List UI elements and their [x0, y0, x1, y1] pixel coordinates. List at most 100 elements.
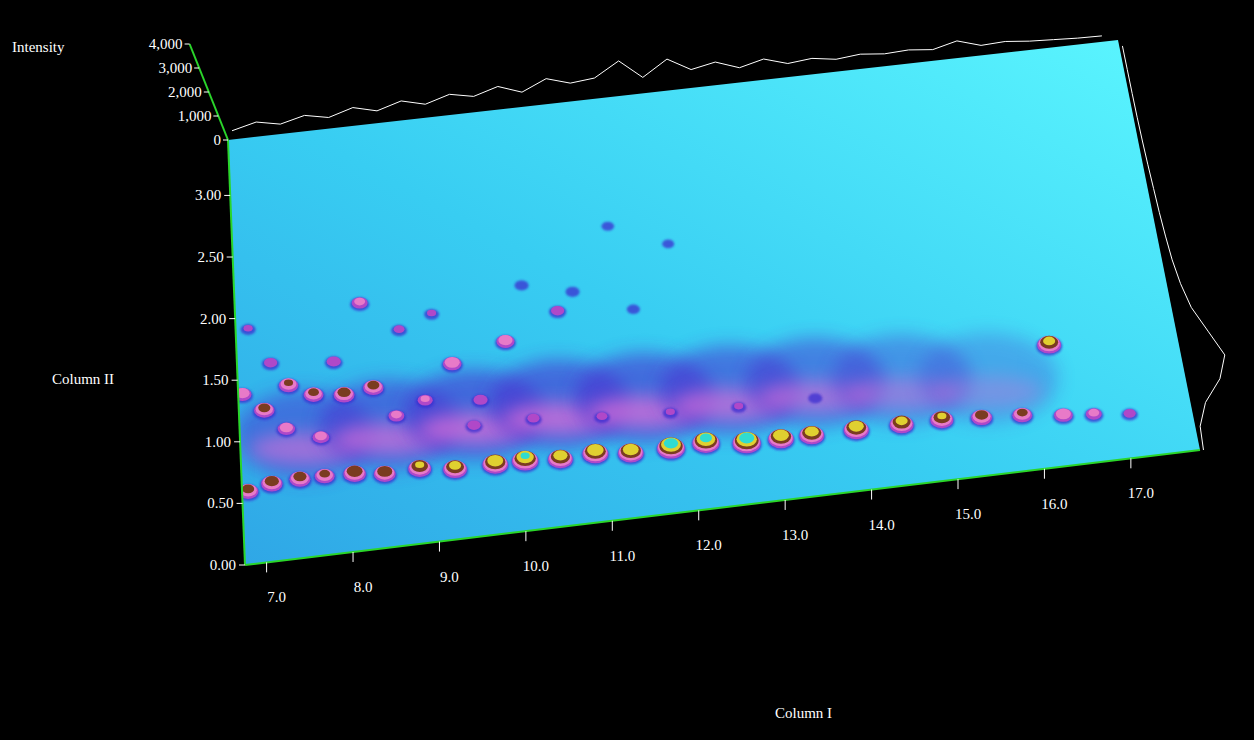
y-tick: [232, 380, 238, 381]
z-tick-label: 2,000: [168, 84, 202, 100]
peak: [1011, 408, 1033, 425]
peak: [232, 388, 253, 403]
y-tick: [239, 565, 245, 566]
y-tick-label: 3.00: [195, 187, 221, 203]
x-axis-line: [245, 450, 1200, 565]
y-tick-label: 1.50: [202, 372, 228, 388]
peak: [311, 431, 331, 445]
peak: [514, 280, 528, 290]
peak: [627, 305, 640, 315]
peak: [313, 469, 335, 486]
peak: [373, 466, 397, 484]
x-tick-label: 13.0: [782, 527, 808, 543]
peak: [767, 429, 795, 450]
peak: [656, 437, 686, 460]
background: [0, 0, 1254, 740]
y-tick: [224, 195, 230, 196]
y-tick-label: 2.00: [200, 311, 226, 327]
y-tick-label: 0.50: [207, 495, 233, 511]
x-tick: [871, 490, 872, 500]
x-axis-title: Column I: [775, 705, 832, 721]
x-tick: [612, 521, 613, 531]
x-tick-label: 15.0: [955, 506, 981, 522]
peak: [1036, 336, 1062, 356]
peak: [387, 410, 406, 424]
x-tick-label: 14.0: [868, 517, 894, 533]
x-tick: [785, 500, 786, 510]
peak: [276, 423, 296, 438]
peak: [511, 451, 539, 473]
peak: [407, 460, 432, 479]
y-tick-label: 2.50: [197, 249, 223, 265]
plot-face: [228, 40, 1200, 565]
z-tick: [194, 68, 199, 69]
x-tick-label: 12.0: [696, 537, 722, 553]
peak: [1084, 408, 1103, 422]
peak: [691, 432, 720, 454]
peak: [495, 335, 516, 350]
peak: [663, 408, 678, 419]
peak: [332, 387, 355, 404]
peak: [342, 465, 367, 484]
z-tick-label: 1,000: [178, 108, 212, 124]
z-tick: [185, 44, 190, 45]
peak: [617, 443, 645, 464]
peak: [889, 416, 915, 436]
peak: [662, 240, 674, 249]
peak: [416, 395, 435, 408]
peak: [481, 455, 509, 476]
y-tick: [237, 503, 243, 504]
x-tick-label: 17.0: [1128, 485, 1154, 501]
z-tick: [213, 116, 218, 117]
x-tick-label: 16.0: [1041, 496, 1067, 512]
y-tick-label: 0.00: [210, 557, 236, 573]
x-tick: [958, 479, 959, 489]
x-tick-label: 10.0: [523, 558, 549, 574]
y-tick: [234, 441, 240, 442]
peak: [441, 357, 462, 373]
y-tick: [229, 318, 235, 319]
x-tick: [266, 562, 267, 572]
peak: [237, 484, 260, 501]
z-axis-title: Intensity: [12, 39, 65, 55]
peak: [731, 402, 746, 413]
z-tick: [223, 140, 228, 141]
peak: [970, 410, 993, 427]
peak: [288, 471, 311, 488]
z-tick: [204, 92, 209, 93]
x-tick-label: 11.0: [609, 548, 635, 564]
y-axis-title: Column II: [52, 371, 114, 387]
peak: [424, 309, 439, 320]
x-tick-label: 8.0: [354, 579, 373, 595]
z-tick-label: 3,000: [158, 60, 192, 76]
peak: [362, 380, 385, 397]
x-tick-label: 7.0: [267, 589, 286, 605]
plot-marks: [232, 222, 1138, 501]
peak: [843, 420, 870, 441]
peak: [581, 444, 609, 465]
z-tick-label: 0: [214, 132, 222, 148]
peak: [325, 356, 343, 369]
peak: [547, 450, 574, 470]
peak: [302, 387, 324, 404]
peak: [732, 432, 762, 455]
peak: [929, 411, 954, 430]
peak: [253, 403, 276, 420]
y-tick: [227, 257, 233, 258]
column-i-profile: [232, 36, 1102, 131]
peak: [350, 297, 369, 311]
x-tick: [525, 531, 526, 541]
peak: [808, 393, 822, 403]
peak: [391, 325, 407, 336]
z-tick-label: 4,000: [149, 36, 183, 52]
column-ii-profile: [1122, 46, 1224, 450]
peak: [1053, 408, 1074, 424]
x-tick: [1130, 458, 1131, 468]
peak: [525, 413, 542, 425]
x-tick: [439, 542, 440, 552]
peak: [260, 476, 284, 494]
peak: [594, 412, 610, 423]
peak: [601, 222, 614, 231]
peak: [241, 324, 256, 335]
x-tick: [698, 510, 699, 520]
